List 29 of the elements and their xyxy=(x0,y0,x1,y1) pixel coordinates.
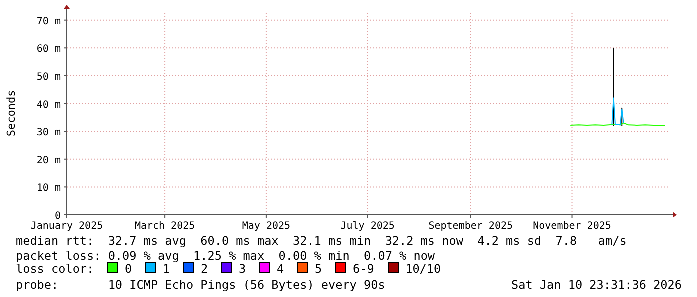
legend-title: loss color: xyxy=(16,262,94,276)
legend-label: 3 xyxy=(239,262,246,276)
y-tick-label: 40 m xyxy=(36,100,61,111)
legend-label: 5 xyxy=(315,262,322,276)
y-axis-title: Seconds xyxy=(5,90,18,137)
legend-label: 4 xyxy=(277,262,284,276)
text: probe: 10 ICMP Echo Pings (56 Bytes) every 90s xyxy=(16,278,386,292)
legend-label: 1 xyxy=(163,262,170,276)
x-tick-label: July 2025 xyxy=(340,221,395,232)
y-tick-label: 50 m xyxy=(36,72,61,83)
text: Sat Jan 10 23:31:36 2026 xyxy=(512,278,682,292)
y-tick-label: 60 m xyxy=(36,44,61,56)
legend-label: 6-9 xyxy=(353,262,374,276)
x-tick-label: September 2025 xyxy=(428,221,514,232)
x-tick-label: March 2025 xyxy=(134,221,196,232)
x-tick-label: May 2025 xyxy=(242,221,291,232)
legend-label: 10/10 xyxy=(406,262,442,276)
text: packet loss: 0.09 % avg 1.25 % max 0.00 % min 0.07 % now xyxy=(16,249,436,263)
x-tick-label: November 2025 xyxy=(533,221,612,232)
line-series xyxy=(612,98,624,126)
y-tick-label: 0 xyxy=(54,211,61,222)
legend-label: 2 xyxy=(201,262,208,276)
legend-label: 0 xyxy=(125,262,132,276)
x-tick-label: January 2025 xyxy=(30,221,104,232)
text: median rtt: 32.7 ms avg 60.0 ms max 32.1 ms min 32.2 ms now 4.2 ms sd 7.8 am/s xyxy=(16,234,627,248)
y-tick-label: 20 m xyxy=(36,155,61,166)
y-tick-label: 10 m xyxy=(36,183,61,194)
y-tick-label: 30 m xyxy=(36,128,61,139)
y-tick-label: 70 m xyxy=(36,16,61,28)
